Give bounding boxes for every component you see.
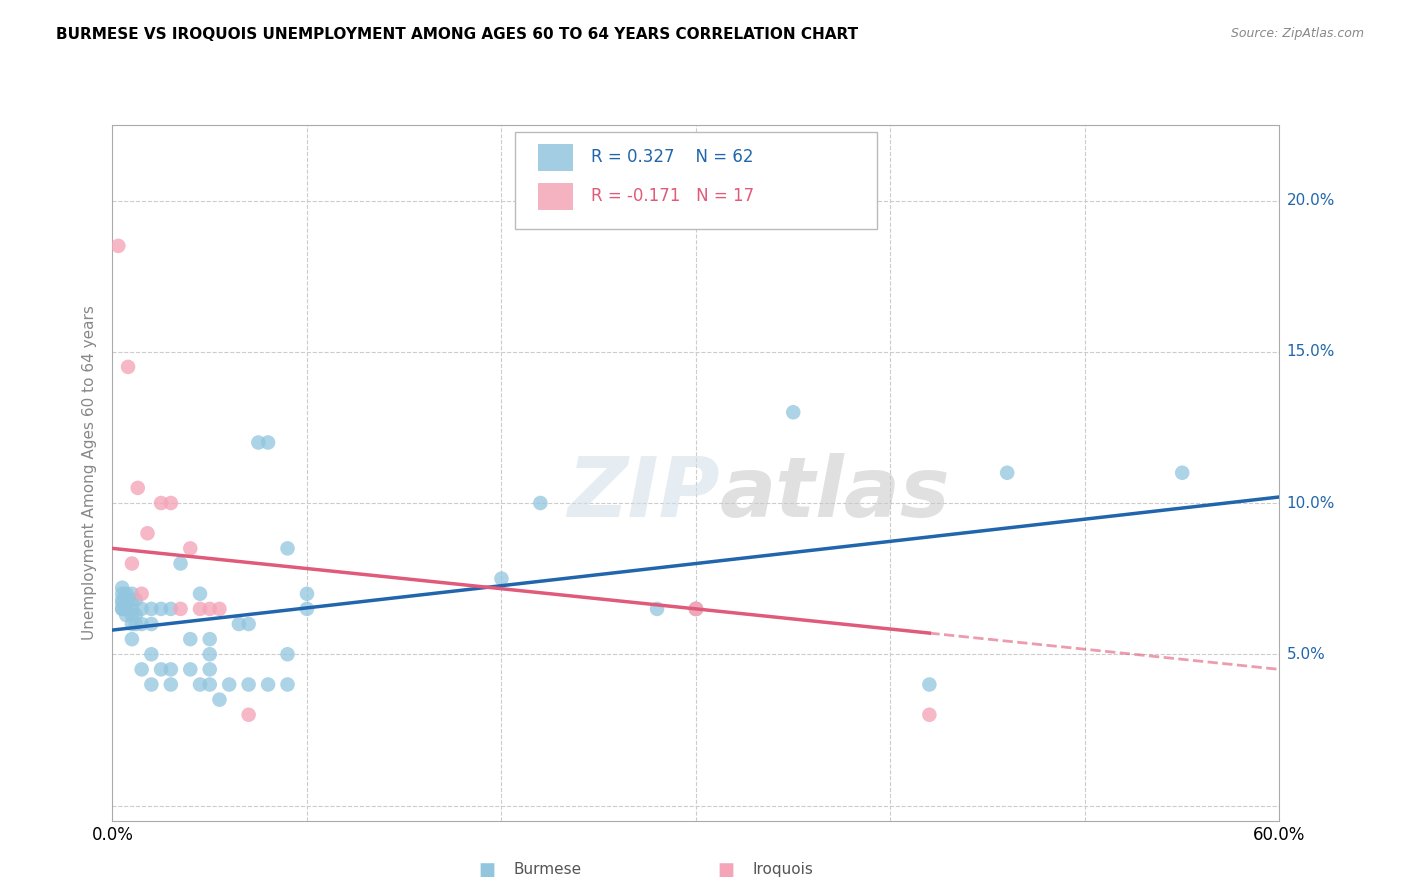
Point xyxy=(238,707,260,722)
Point xyxy=(160,496,183,510)
Point xyxy=(125,617,148,632)
Text: ■: ■ xyxy=(717,861,734,879)
Point xyxy=(111,596,134,610)
Point xyxy=(121,632,143,647)
Point xyxy=(125,592,148,607)
Point xyxy=(257,435,280,450)
Point xyxy=(198,662,221,676)
Point xyxy=(685,602,707,616)
Point xyxy=(257,677,280,691)
Point xyxy=(208,692,231,706)
Text: R = 0.327    N = 62: R = 0.327 N = 62 xyxy=(591,148,754,166)
Point xyxy=(782,405,804,419)
Point xyxy=(160,662,183,676)
Point xyxy=(160,677,183,691)
Point xyxy=(115,596,138,610)
Point xyxy=(169,557,191,571)
Text: BURMESE VS IROQUOIS UNEMPLOYMENT AMONG AGES 60 TO 64 YEARS CORRELATION CHART: BURMESE VS IROQUOIS UNEMPLOYMENT AMONG A… xyxy=(56,27,859,42)
Point xyxy=(111,587,134,601)
Point xyxy=(127,481,149,495)
Point xyxy=(115,587,138,601)
Point xyxy=(179,632,201,647)
Text: Iroquois: Iroquois xyxy=(752,863,813,877)
Point xyxy=(188,602,211,616)
Point xyxy=(198,677,221,691)
Point xyxy=(685,602,707,616)
Point xyxy=(131,602,153,616)
Point xyxy=(121,607,143,622)
Point xyxy=(150,662,173,676)
Point xyxy=(685,602,707,616)
Point xyxy=(115,607,138,622)
Point xyxy=(121,617,143,632)
Point xyxy=(141,617,163,632)
Point xyxy=(141,602,163,616)
Point xyxy=(160,602,183,616)
Text: R = -0.171   N = 17: R = -0.171 N = 17 xyxy=(591,187,754,205)
Point xyxy=(121,557,143,571)
Point xyxy=(198,632,221,647)
Point xyxy=(141,677,163,691)
Point xyxy=(1171,466,1194,480)
Point xyxy=(131,617,153,632)
Text: atlas: atlas xyxy=(720,453,950,534)
Point xyxy=(179,541,201,556)
Point xyxy=(276,541,298,556)
Point xyxy=(238,617,260,632)
FancyBboxPatch shape xyxy=(538,183,574,210)
Point xyxy=(491,572,513,586)
Point xyxy=(121,592,143,607)
Point xyxy=(188,677,211,691)
Point xyxy=(111,602,134,616)
Point xyxy=(247,435,270,450)
Point xyxy=(295,587,318,601)
Point xyxy=(131,587,153,601)
Point xyxy=(150,496,173,510)
Text: 5.0%: 5.0% xyxy=(1286,647,1326,662)
Point xyxy=(218,677,240,691)
Point xyxy=(125,607,148,622)
Point xyxy=(645,602,668,616)
Text: ZIP: ZIP xyxy=(567,453,720,534)
Point xyxy=(121,587,143,601)
FancyBboxPatch shape xyxy=(515,132,877,229)
Point xyxy=(150,602,173,616)
Point xyxy=(529,496,551,510)
Text: ■: ■ xyxy=(478,861,495,879)
Y-axis label: Unemployment Among Ages 60 to 64 years: Unemployment Among Ages 60 to 64 years xyxy=(82,305,97,640)
Point xyxy=(276,677,298,691)
Point xyxy=(131,662,153,676)
Text: 15.0%: 15.0% xyxy=(1286,344,1334,359)
Point xyxy=(918,677,941,691)
Point xyxy=(198,647,221,661)
Text: Source: ZipAtlas.com: Source: ZipAtlas.com xyxy=(1230,27,1364,40)
Point xyxy=(685,602,707,616)
Point xyxy=(238,677,260,691)
Point xyxy=(918,707,941,722)
Point xyxy=(115,602,138,616)
Point xyxy=(208,602,231,616)
Point xyxy=(136,526,159,541)
Point xyxy=(276,647,298,661)
Text: Burmese: Burmese xyxy=(513,863,581,877)
Point xyxy=(111,602,134,616)
Point xyxy=(141,647,163,661)
Point xyxy=(995,466,1018,480)
Point xyxy=(117,359,139,374)
Point xyxy=(179,662,201,676)
Point xyxy=(169,602,191,616)
Point xyxy=(295,602,318,616)
Point xyxy=(198,602,221,616)
Text: 20.0%: 20.0% xyxy=(1286,193,1334,208)
Point xyxy=(111,581,134,595)
Point xyxy=(111,592,134,607)
Point xyxy=(188,587,211,601)
Point xyxy=(228,617,250,632)
Text: 10.0%: 10.0% xyxy=(1286,496,1334,510)
FancyBboxPatch shape xyxy=(538,144,574,170)
Point xyxy=(107,239,129,253)
Point xyxy=(121,602,143,616)
